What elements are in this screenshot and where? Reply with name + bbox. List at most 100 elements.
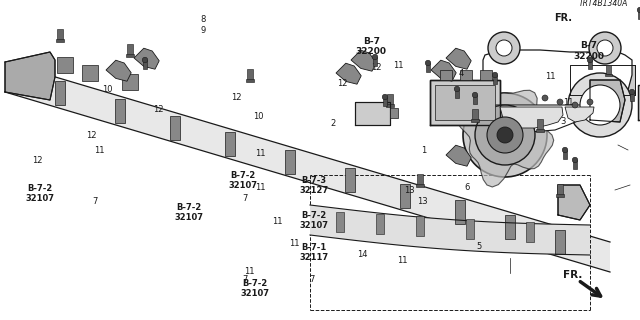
Circle shape [629, 89, 635, 95]
Bar [345, 168, 355, 192]
Circle shape [589, 32, 621, 64]
Text: B-7-1
32117: B-7-1 32117 [299, 243, 328, 262]
Text: 12: 12 [371, 63, 381, 72]
Bar [573, 160, 577, 169]
Text: B-7-2
32107: B-7-2 32107 [174, 203, 204, 222]
Circle shape [372, 54, 378, 60]
Bar [556, 194, 564, 197]
Bar [285, 150, 295, 174]
Text: 11: 11 [393, 61, 403, 70]
Circle shape [475, 105, 535, 165]
Polygon shape [500, 107, 563, 128]
Polygon shape [446, 145, 471, 166]
Bar [126, 54, 134, 57]
Bar [416, 184, 424, 187]
Text: 10: 10 [253, 112, 263, 121]
Circle shape [637, 7, 640, 13]
Polygon shape [570, 65, 635, 95]
Text: 11: 11 [273, 217, 283, 226]
Bar [536, 129, 544, 132]
Text: 12: 12 [337, 79, 348, 88]
Text: 3: 3 [561, 117, 566, 126]
Bar [336, 212, 344, 232]
Text: 2: 2 [330, 119, 335, 128]
Polygon shape [57, 57, 73, 73]
Text: 12: 12 [32, 156, 42, 165]
Circle shape [454, 86, 460, 92]
Circle shape [587, 99, 593, 105]
Polygon shape [590, 80, 625, 122]
Circle shape [563, 147, 568, 153]
Circle shape [487, 117, 523, 153]
Polygon shape [480, 70, 492, 80]
Polygon shape [460, 70, 472, 80]
Polygon shape [446, 48, 471, 69]
Bar [555, 230, 565, 254]
Circle shape [463, 93, 547, 177]
Circle shape [425, 60, 431, 66]
Bar [563, 150, 567, 159]
Bar [605, 65, 611, 74]
Text: B-7
32200: B-7 32200 [573, 42, 604, 61]
Text: FR.: FR. [563, 270, 582, 280]
Bar [57, 29, 63, 40]
Circle shape [488, 32, 520, 64]
Circle shape [496, 40, 512, 56]
Bar [588, 60, 592, 69]
Circle shape [492, 72, 498, 78]
Text: 7: 7 [310, 275, 315, 284]
Circle shape [597, 40, 613, 56]
Bar [56, 39, 64, 42]
Polygon shape [106, 60, 131, 81]
Bar [537, 119, 543, 130]
Circle shape [572, 157, 578, 163]
Text: 5: 5 [476, 242, 481, 251]
Text: 14: 14 [357, 250, 367, 259]
Bar [638, 10, 640, 19]
Circle shape [142, 57, 148, 63]
Text: B-7-2
32107: B-7-2 32107 [240, 279, 269, 298]
Polygon shape [355, 102, 390, 125]
Bar [246, 79, 254, 82]
Bar [473, 95, 477, 104]
Text: TRT4B1340A: TRT4B1340A [579, 0, 628, 8]
Polygon shape [430, 80, 500, 125]
Polygon shape [440, 70, 452, 80]
Circle shape [572, 102, 578, 108]
Text: 11: 11 [255, 149, 266, 158]
Bar [225, 132, 235, 156]
Text: B-7-3
32127: B-7-3 32127 [299, 176, 328, 195]
Polygon shape [351, 50, 376, 71]
Bar [373, 57, 377, 66]
Bar [383, 97, 387, 106]
Text: 13: 13 [417, 197, 428, 206]
Bar [493, 75, 497, 84]
Bar [455, 89, 459, 98]
Bar [435, 85, 495, 120]
Bar [417, 174, 423, 185]
Circle shape [580, 85, 620, 125]
Bar [386, 104, 394, 107]
Bar [400, 184, 410, 208]
Circle shape [568, 73, 632, 137]
Polygon shape [390, 108, 398, 118]
Bar [170, 116, 180, 140]
Bar [247, 69, 253, 80]
Text: 13: 13 [404, 186, 415, 195]
Text: 6: 6 [465, 183, 470, 192]
Text: 4: 4 [458, 69, 463, 78]
Polygon shape [565, 107, 594, 122]
Bar [55, 81, 65, 105]
Bar [426, 63, 430, 72]
Circle shape [472, 92, 477, 98]
Bar [143, 60, 147, 69]
Text: 10: 10 [102, 85, 113, 94]
Text: 11: 11 [563, 98, 573, 107]
Text: 11: 11 [255, 183, 266, 192]
Circle shape [497, 127, 513, 143]
Polygon shape [5, 52, 55, 100]
Polygon shape [558, 185, 590, 220]
Polygon shape [5, 62, 610, 272]
Text: B-7-2
32107: B-7-2 32107 [228, 171, 258, 190]
Text: 11: 11 [94, 146, 104, 155]
